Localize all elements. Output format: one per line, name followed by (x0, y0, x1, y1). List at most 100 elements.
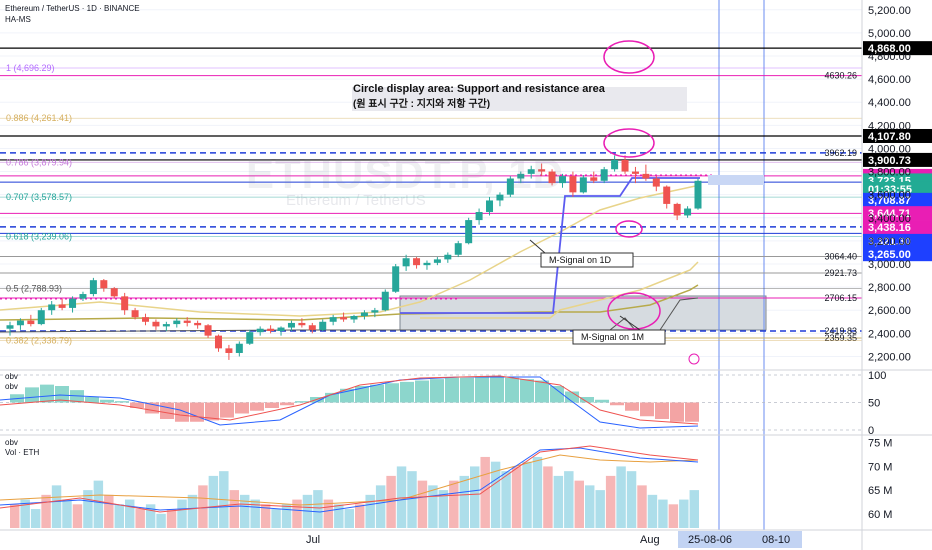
osc-bar (325, 392, 339, 403)
osc-bar (640, 402, 654, 417)
vol-bar (647, 494, 658, 528)
candle-body (663, 186, 671, 204)
vol-tick: 60 M (868, 509, 892, 521)
candle-body (287, 322, 295, 328)
vol-bar (166, 509, 177, 528)
osc-bar (475, 376, 489, 403)
osc-bar (655, 402, 669, 419)
vol-bar (417, 480, 428, 528)
osc-bar (190, 402, 204, 422)
candle-body (381, 291, 389, 311)
price-badge (863, 128, 932, 143)
fib-label: 0.382 (2,338.79) (6, 335, 72, 345)
price-badge (863, 233, 932, 248)
osc-bar (355, 386, 369, 403)
candle-body (121, 296, 129, 311)
price-badge (863, 41, 932, 56)
resistance-circle-mid (603, 128, 655, 158)
annotation-bg (352, 87, 687, 111)
candle-body (329, 317, 337, 322)
candle-body (433, 259, 441, 263)
vol-bar (114, 504, 124, 528)
support-circle-small (615, 220, 643, 238)
ms-step-line (0, 297, 699, 333)
level-label: 2921.73 (824, 268, 857, 278)
price-tick: 3,800.00 (868, 167, 911, 179)
vol-bar (511, 466, 522, 528)
vol-bar (532, 456, 543, 528)
osc-bar (445, 377, 459, 403)
fib-label: 0.5 (2,788.93) (6, 283, 62, 293)
price-tick: 5,000.00 (868, 28, 911, 40)
candle-body (298, 322, 306, 326)
vol-bar (250, 499, 260, 528)
price-badge-text: 3,900.73 (868, 155, 911, 167)
candle-body (517, 173, 525, 179)
osc-bar (505, 377, 519, 403)
candle-body (621, 160, 629, 172)
vol-bar (281, 504, 292, 528)
candle-body (684, 208, 692, 216)
candle-body (611, 160, 619, 170)
candle-body (308, 325, 316, 330)
vol-bar (145, 504, 156, 528)
price-tick: 4,600.00 (868, 74, 911, 86)
price-tick: 3,200.00 (868, 236, 911, 248)
fib-label: 0.786 (3,879.94) (6, 157, 72, 167)
osc-bar (160, 402, 174, 419)
candle-body (360, 312, 368, 316)
vol-bar (83, 490, 93, 528)
vol-bar (449, 480, 459, 528)
level-label: 2419.83 (824, 326, 857, 336)
header-symbol: Ethereum / TetherUS · 1D · BINANCE (5, 4, 140, 13)
osc-bar (220, 402, 234, 418)
vol-bar (51, 485, 62, 528)
price-tick: 3,400.00 (868, 213, 911, 225)
watermark-ticker: ETHUSDT.P, 1D (246, 150, 564, 197)
vol-bar (501, 471, 511, 528)
candle-body (402, 258, 410, 267)
vol-line-red (0, 445, 699, 513)
osc-label-2: obv (5, 382, 18, 391)
candle-body (16, 320, 24, 326)
candle-body (569, 176, 577, 193)
price-badge-text: 3,708.87 (868, 195, 911, 207)
osc-bar (430, 379, 444, 403)
price-badge (863, 220, 932, 235)
vol-bar (637, 485, 647, 528)
resistance-circle-top (603, 40, 655, 74)
vol-bar (62, 499, 72, 528)
level-label: 2706.15 (824, 293, 857, 303)
vol-label-2: Vol · ETH (5, 448, 40, 457)
candle-body (527, 169, 535, 174)
candle-body (69, 298, 77, 308)
price-badge-text: 3,438.16 (868, 222, 911, 234)
osc-bar (685, 402, 699, 422)
pointer-1d (529, 239, 546, 254)
price-tick: 2,200.00 (868, 351, 911, 363)
osc-bar (460, 377, 474, 403)
price-tick: 2,600.00 (868, 305, 911, 317)
price-badge-text: 3,644.71 (868, 208, 911, 220)
pointer-1m (619, 315, 641, 331)
candle-body (100, 280, 108, 289)
osc-line-red (0, 375, 699, 425)
vol-tick: 65 M (868, 485, 892, 497)
price-badge (863, 206, 932, 221)
candle-body (392, 266, 400, 292)
candle-body (475, 212, 483, 221)
vol-bar (626, 471, 637, 528)
candle-body (58, 304, 66, 308)
level-label: 4630.26 (824, 71, 857, 81)
candle-body (225, 348, 233, 353)
candle-body (340, 317, 348, 320)
candle-body (319, 321, 327, 330)
vol-bar (595, 490, 605, 528)
vol-bar (292, 499, 302, 528)
vol-bar (470, 466, 480, 528)
price-tick: 4,000.00 (868, 143, 911, 155)
vol-bar (72, 504, 83, 528)
grid-lines (0, 9, 862, 357)
candle-body (79, 294, 87, 299)
